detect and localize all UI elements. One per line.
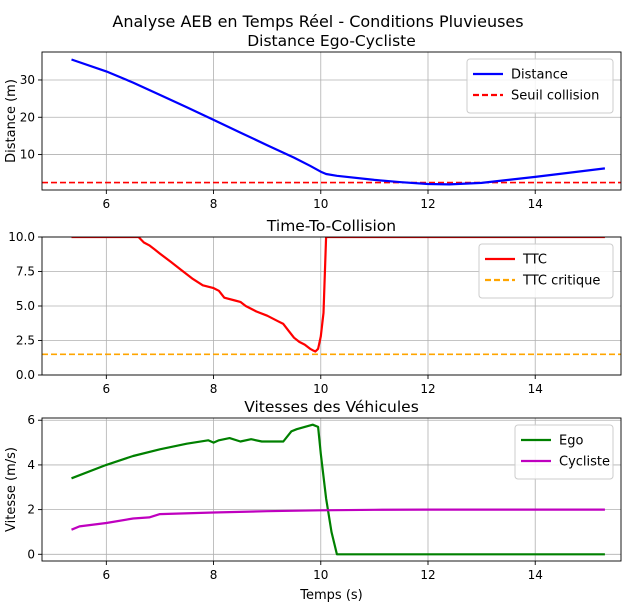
y-tick-label: 20 [20,110,35,124]
ttc-subplot: 6 8 10 12 14 0.0 2.5 5.0 7.5 10.0 Time-To-Collisio… [8,217,622,396]
x-tick-label: 6 [103,382,111,396]
y-tick-label: 0 [27,547,35,561]
subplot-title: Vitesses des Véhicules [244,398,419,416]
y-tick-label: 2.5 [16,334,35,348]
series-line-ttc [71,237,605,353]
x-tick-label: 8 [210,382,218,396]
legend-label-distance: Distance [511,68,568,83]
subplot-title: Distance Ego-Cycliste [247,32,416,50]
series-line-cycliste [71,508,605,531]
x-tick-label: 14 [528,382,543,396]
legend-label-ego: Ego [559,434,583,449]
y-tick-label: 30 [20,73,35,87]
x-tick-label: 10 [313,197,328,211]
y-tick-label: 5.0 [16,299,35,313]
x-axis-label: Temps (s) [299,588,362,603]
x-tick-label: 14 [528,197,543,211]
distance-subplot: 6 8 10 12 14 10 20 30 Distance Ego-Cycliste Dista… [4,32,622,211]
x-tick-label: 8 [210,197,218,211]
y-axis-label: Distance (m) [4,79,19,163]
speed-subplot: 6 8 10 12 14 0 2 4 6 Vitesses des Véhicules Vitess… [4,398,622,603]
legend: TTC TTC critique [478,243,614,299]
y-tick-label: 2 [27,503,35,517]
figure-suptitle: Analyse AEB en Temps Réel - Conditions P… [112,12,523,31]
x-tick-label: 6 [103,197,111,211]
y-tick-label: 10 [20,148,35,162]
x-tick-label: 10 [313,568,328,582]
legend: Ego Cycliste [514,424,614,480]
x-tick-label: 12 [420,568,435,582]
x-tick-label: 10 [313,382,328,396]
x-tick-label: 8 [210,568,218,582]
x-tick-label: 12 [420,197,435,211]
y-tick-label: 10.0 [8,230,35,244]
series-line-distance [71,58,606,186]
x-tick-label: 12 [420,382,435,396]
y-tick-label: 6 [27,413,35,427]
legend-label-ttc: TTC [522,253,547,268]
series-line-ego [71,423,605,556]
axes-frame [41,417,622,562]
y-tick-label: 4 [27,458,35,472]
y-tick-label: 7.5 [16,265,35,279]
x-tick-label: 14 [528,568,543,582]
legend-label-seuil-collision: Seuil collision [511,89,599,104]
legend-label-ttc-critique: TTC critique [522,274,600,289]
subplot-title: Time-To-Collision [266,217,396,235]
axes-frame [41,51,622,191]
x-tick-label: 6 [103,568,111,582]
legend-label-cycliste: Cycliste [559,455,610,470]
y-tick-label: 0.0 [16,368,35,382]
legend: Distance Seuil collision [466,58,614,114]
y-axis-label: Vitesse (m/s) [4,447,19,532]
